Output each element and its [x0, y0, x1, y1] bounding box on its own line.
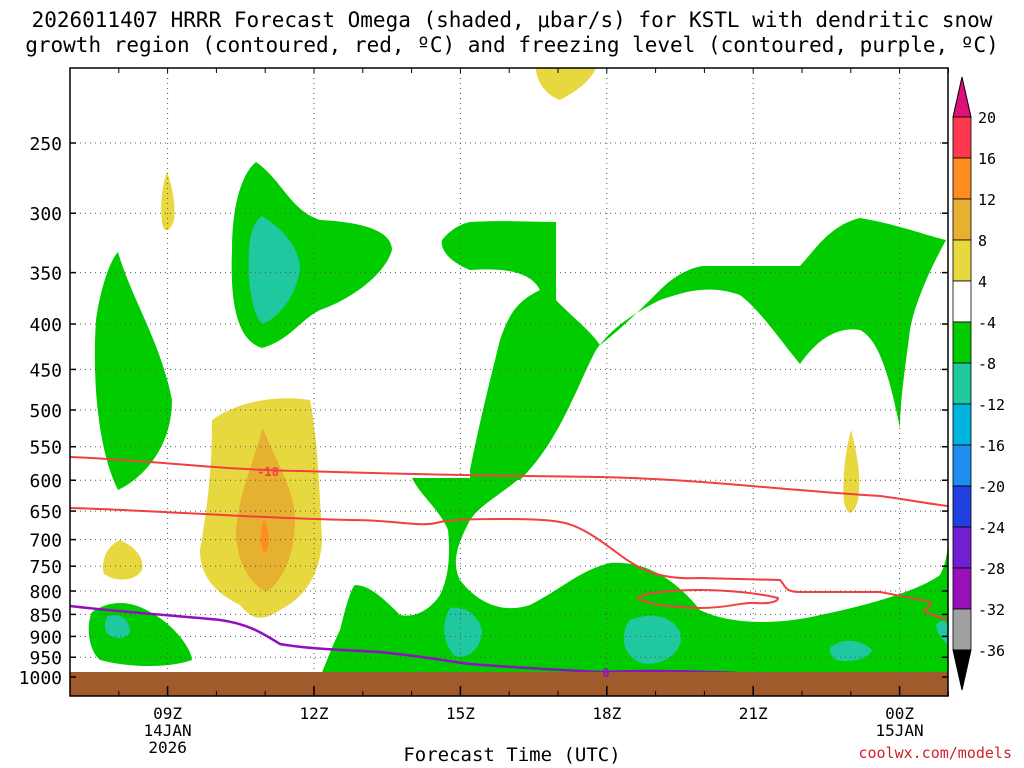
- colorbar-label: 20: [978, 109, 996, 127]
- omega-region: [623, 615, 681, 664]
- colorbar-swatch: [952, 239, 972, 282]
- y-axis: 2503003504004505005506006507007508008509…: [19, 134, 948, 689]
- colorbar-label: 4: [978, 273, 987, 291]
- colorbar-swatch: [952, 526, 972, 569]
- x-tick-date: 15JAN: [876, 721, 924, 740]
- y-tick-label: 800: [29, 582, 62, 603]
- colorbar-swatch: [952, 157, 972, 200]
- contour-label: 0: [602, 666, 609, 680]
- colorbar-label: -36: [978, 642, 1005, 660]
- colorbar-swatch: [952, 567, 972, 610]
- omega-region: [843, 430, 860, 513]
- x-tick-date: 14JAN: [144, 721, 192, 740]
- colorbar-swatch: [952, 485, 972, 528]
- omega-shading: [88, 68, 948, 696]
- y-tick-label: 500: [29, 401, 62, 422]
- chart-title-line2: growth region (contoured, red, ºC) and f…: [25, 33, 999, 57]
- credit-text: coolwx.com/models: [858, 744, 1012, 762]
- x-tick-label: 12Z: [300, 704, 329, 723]
- colorbar-label: -28: [978, 560, 1005, 578]
- omega-region: [441, 218, 946, 480]
- omega-region: [161, 172, 175, 231]
- colorbar-swatch: [952, 608, 972, 651]
- colorbar-label: -4: [978, 314, 996, 332]
- colorbar-swatch: [952, 444, 972, 487]
- omega-region: [829, 640, 872, 662]
- y-tick-label: 700: [29, 531, 62, 552]
- x-tick-label: 15Z: [446, 704, 475, 723]
- colorbar-swatch: [952, 403, 972, 446]
- y-tick-label: 1000: [19, 668, 62, 689]
- omega-region: [536, 68, 596, 100]
- x-tick-label: 00Z: [885, 704, 914, 723]
- colorbar: 20 16 12 8 4 -4 -8 -12 -16 -20 -24 -28 -32 -36: [952, 76, 1005, 691]
- colorbar-label: -16: [978, 437, 1005, 455]
- omega-region: [936, 620, 948, 645]
- y-tick-label: 350: [29, 264, 62, 285]
- y-tick-label: 750: [29, 557, 62, 578]
- omega-region: [260, 520, 269, 552]
- colorbar-swatch: [952, 321, 972, 364]
- colorbar-swatch: [952, 280, 972, 323]
- dendritic-contour-lower: [70, 507, 948, 621]
- y-tick-label: 550: [29, 438, 62, 459]
- colorbar-swatch: [952, 362, 972, 405]
- dendritic-contour-loop: [636, 589, 780, 610]
- y-tick-label: 250: [29, 134, 62, 155]
- colorbar-label: 8: [978, 232, 987, 250]
- dendritic-contour-upper: [70, 456, 948, 507]
- y-tick-label: 850: [29, 605, 62, 626]
- colorbar-label: -12: [978, 396, 1005, 414]
- y-tick-label: 900: [29, 627, 62, 648]
- x-tick-label: 21Z: [739, 704, 768, 723]
- colorbar-label: -32: [978, 601, 1005, 619]
- colorbar-bottom-arrow: [952, 649, 972, 691]
- colorbar-label: -20: [978, 478, 1005, 496]
- chart-title-line1: 2026011407 HRRR Forecast Omega (shaded, …: [31, 8, 993, 32]
- colorbar-top-arrow: [952, 76, 972, 118]
- x-tick-label: 09Z: [153, 704, 182, 723]
- x-axis-label: Forecast Time (UTC): [403, 744, 621, 766]
- colorbar-swatch: [952, 116, 972, 159]
- y-tick-label: 300: [29, 204, 62, 225]
- colorbar-label: 16: [978, 150, 996, 168]
- y-tick-label: 450: [29, 360, 62, 381]
- x-tick-year: 2026: [148, 738, 187, 757]
- omega-region: [248, 216, 300, 324]
- y-tick-label: 600: [29, 471, 62, 492]
- freezing-level-contour: [70, 604, 781, 677]
- colorbar-label: 12: [978, 191, 996, 209]
- y-tick-label: 650: [29, 502, 62, 523]
- x-tick-label: 18Z: [592, 704, 621, 723]
- omega-region: [94, 252, 172, 490]
- colorbar-label: -24: [978, 519, 1005, 537]
- y-tick-label: 950: [29, 648, 62, 669]
- y-tick-label: 400: [29, 315, 62, 336]
- contour-layer: [70, 456, 948, 677]
- omega-region: [444, 607, 482, 657]
- colorbar-label: -8: [978, 355, 996, 373]
- contour-label: -18: [257, 465, 279, 479]
- omega-region: [104, 614, 130, 638]
- omega-region: [102, 540, 143, 580]
- colorbar-swatch: [952, 198, 972, 241]
